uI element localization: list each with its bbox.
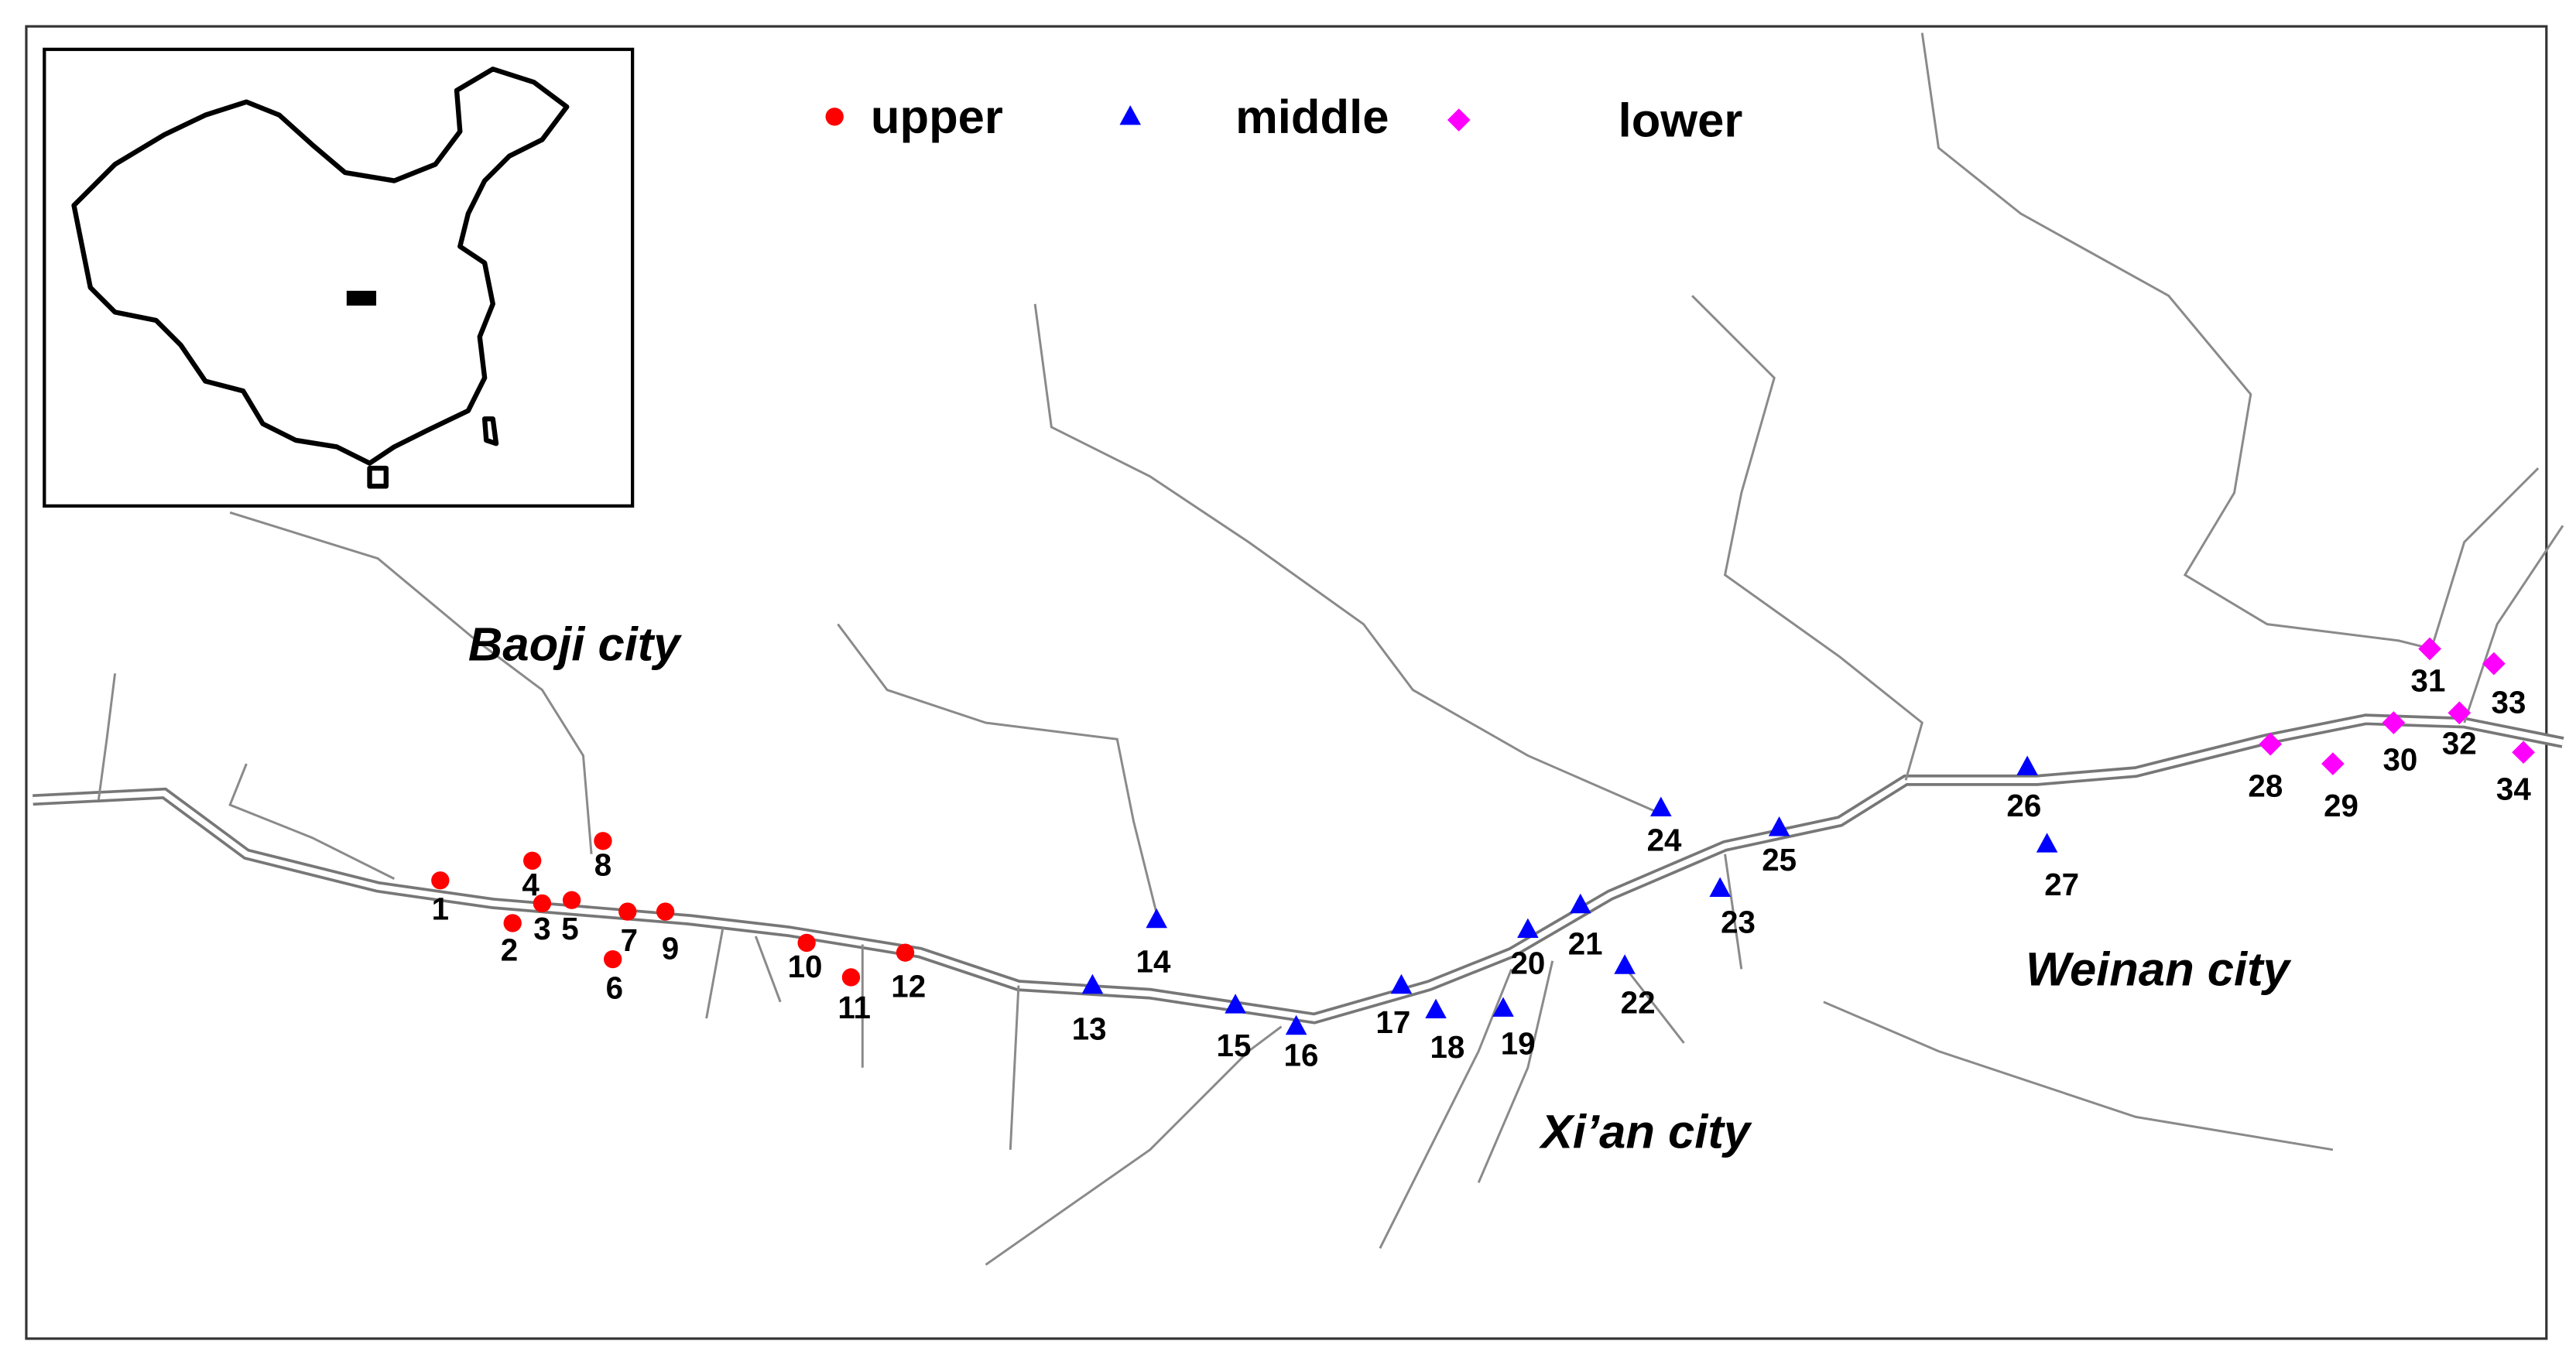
site-label: 22	[1621, 985, 1656, 1021]
site-marker	[2036, 833, 2058, 853]
site-marker	[2482, 652, 2506, 676]
site-marker	[1081, 973, 1104, 994]
site-marker	[1146, 908, 1167, 929]
legend-marker	[825, 108, 844, 126]
site-label: 34	[2496, 771, 2531, 807]
site-label: 9	[662, 931, 679, 966]
site-label: 25	[1762, 842, 1797, 878]
site-marker	[1492, 997, 1514, 1017]
tributary	[2463, 525, 2564, 724]
site-marker	[2259, 732, 2283, 756]
site-marker	[1285, 1014, 1307, 1035]
site-marker	[594, 832, 612, 850]
legend-marker	[1447, 108, 1471, 132]
site-marker	[1650, 796, 1672, 816]
site-marker	[618, 902, 637, 921]
site-label: 1	[432, 891, 449, 927]
main-river-inner	[33, 717, 2564, 1021]
tributary	[1724, 854, 1743, 970]
site-label: 6	[606, 970, 623, 1006]
site-label: 4	[522, 867, 540, 902]
site-label: 10	[788, 949, 823, 984]
site-marker	[533, 894, 552, 913]
site-marker	[1390, 973, 1413, 994]
site-label: 12	[891, 968, 926, 1004]
site-marker	[503, 914, 522, 932]
site-label: 13	[1072, 1011, 1107, 1047]
site-label: 5	[561, 911, 578, 946]
site-marker	[2016, 755, 2038, 775]
site-marker	[1425, 998, 1447, 1019]
tributary	[1691, 295, 1923, 781]
site-marker	[797, 933, 816, 953]
tributary	[837, 623, 1160, 921]
legend-marker	[1119, 104, 1142, 125]
site-label: 29	[2324, 788, 2358, 823]
site-label: 30	[2382, 742, 2417, 778]
site-label: 28	[2248, 768, 2283, 804]
site-marker	[2512, 741, 2535, 765]
tributary	[985, 1025, 1283, 1266]
site-label: 8	[594, 847, 611, 882]
site-label: 23	[1721, 905, 1756, 940]
site-marker	[523, 851, 542, 870]
site-marker	[896, 943, 915, 962]
tributary	[229, 511, 593, 854]
tributary	[1477, 960, 1554, 1183]
site-marker	[656, 902, 675, 921]
site-label: 32	[2442, 725, 2477, 761]
site-marker	[1517, 918, 1539, 939]
legend-label: middle	[1235, 91, 1389, 144]
site-marker	[1709, 877, 1731, 897]
china-outline	[71, 67, 570, 489]
site-marker	[1768, 816, 1790, 836]
site-label: 33	[2492, 684, 2526, 720]
site-label: 15	[1217, 1028, 1252, 1063]
site-marker	[1614, 954, 1636, 974]
city-label: Baoji city	[468, 618, 682, 671]
site-marker	[841, 968, 861, 987]
tributary	[705, 928, 724, 1019]
site-label: 27	[2044, 867, 2079, 902]
tributary	[754, 936, 782, 1003]
tributary	[1033, 303, 1660, 815]
tributary	[1823, 1001, 2334, 1151]
study-area-marker	[346, 290, 377, 306]
site-label: 24	[1647, 823, 1682, 858]
tributary	[2430, 467, 2540, 649]
site-marker	[1570, 893, 1591, 914]
map-frame	[25, 25, 2548, 1340]
site-marker	[431, 871, 450, 890]
site-label: 21	[1568, 925, 1603, 961]
site-label: 18	[1430, 1029, 1464, 1065]
site-label: 16	[1284, 1038, 1319, 1073]
tributary	[1379, 968, 1513, 1249]
city-label: Weinan city	[2026, 943, 2292, 997]
tributary	[1625, 968, 1685, 1044]
site-marker	[562, 891, 581, 909]
legend-label: upper	[871, 91, 1003, 144]
rivers	[33, 32, 2564, 1266]
site-label: 19	[1501, 1026, 1536, 1062]
tributary	[228, 763, 396, 880]
tributary	[1920, 32, 2432, 650]
site-label: 14	[1136, 944, 1171, 980]
legend-label: lower	[1619, 94, 1743, 147]
site-marker	[604, 949, 622, 969]
tributary	[1009, 985, 1020, 1150]
site-label: 7	[621, 922, 638, 958]
site-label: 20	[1510, 946, 1545, 981]
site-marker	[2321, 752, 2345, 775]
site-label: 26	[2006, 788, 2041, 823]
site-label: 17	[1375, 1004, 1410, 1040]
site-label: 11	[838, 990, 871, 1025]
site-label: 31	[2411, 663, 2446, 699]
site-label: 3	[533, 911, 550, 946]
site-marker	[1225, 994, 1246, 1014]
city-label: Xi’an city	[1539, 1106, 1752, 1159]
site-label: 2	[501, 932, 518, 968]
tributary	[97, 673, 117, 800]
